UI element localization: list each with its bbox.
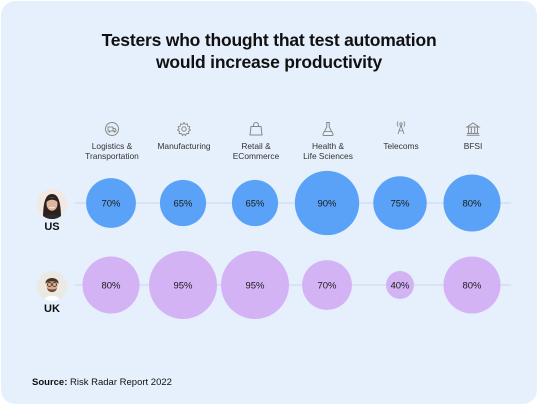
uk-avatar — [37, 271, 67, 301]
category-label-health: Health & Life Sciences — [303, 141, 353, 161]
category-label-logistics: Logistics & Transportation — [85, 141, 139, 161]
source-text: Risk Radar Report 2022 — [70, 377, 172, 388]
bubble-label-uk-2: 95% — [245, 280, 265, 291]
bubble-label-us-1: 65% — [173, 198, 193, 209]
country-label-uk: UK — [44, 303, 60, 315]
bubble-uk-0 — [82, 256, 140, 314]
source-note: Source: Risk Radar Report 2022 — [32, 377, 172, 388]
country-label-us: US — [44, 221, 60, 233]
flask-icon — [322, 122, 334, 136]
us-avatar — [37, 189, 67, 219]
bubble-label-uk-3: 70% — [317, 280, 337, 291]
category-label-retail: Retail & ECommerce — [232, 141, 280, 161]
bank-icon — [465, 122, 481, 136]
bubble-us-0 — [86, 178, 136, 228]
bubble-label-us-4: 75% — [390, 198, 410, 209]
bubble-uk-3 — [302, 260, 352, 310]
bubble-label-uk-5: 80% — [462, 280, 482, 291]
bubble-uk-5 — [443, 256, 501, 314]
category-label-manufacturing: Manufacturing — [157, 141, 211, 151]
bubble-uk-1 — [149, 251, 217, 319]
title-line-2: would increase productivity — [155, 52, 383, 72]
gear-icon — [176, 121, 192, 137]
bubble-label-uk-4: 40% — [390, 280, 410, 291]
bubble-us-3 — [294, 170, 360, 236]
bubble-label-us-2: 65% — [245, 198, 265, 209]
bubble-label-us-3: 90% — [317, 198, 337, 209]
bubble-us-2 — [231, 179, 279, 227]
source-label: Source: — [32, 377, 68, 388]
bubble-label-uk-1: 95% — [173, 280, 193, 291]
bubble-label-us-0: 70% — [101, 198, 121, 209]
category-label-telecoms: Telecoms — [383, 141, 419, 151]
bubble-uk-4 — [386, 271, 414, 299]
bubble-label-uk-0: 80% — [101, 280, 121, 291]
bubble-us-1 — [159, 179, 207, 227]
category-label-bfsi: BFSI — [463, 141, 483, 151]
bubble-uk-2 — [221, 251, 289, 319]
bubble-us-5 — [443, 174, 501, 232]
bubble-label-us-5: 80% — [462, 198, 482, 209]
antenna-icon — [396, 121, 406, 135]
shopping-bag-icon — [249, 122, 263, 136]
title-line-1: Testers who thought that test automation — [101, 30, 437, 50]
bubble-us-4 — [373, 176, 427, 230]
truck-icon — [105, 122, 119, 136]
chart-title: Testers who thought that test automation… — [1, 29, 537, 73]
